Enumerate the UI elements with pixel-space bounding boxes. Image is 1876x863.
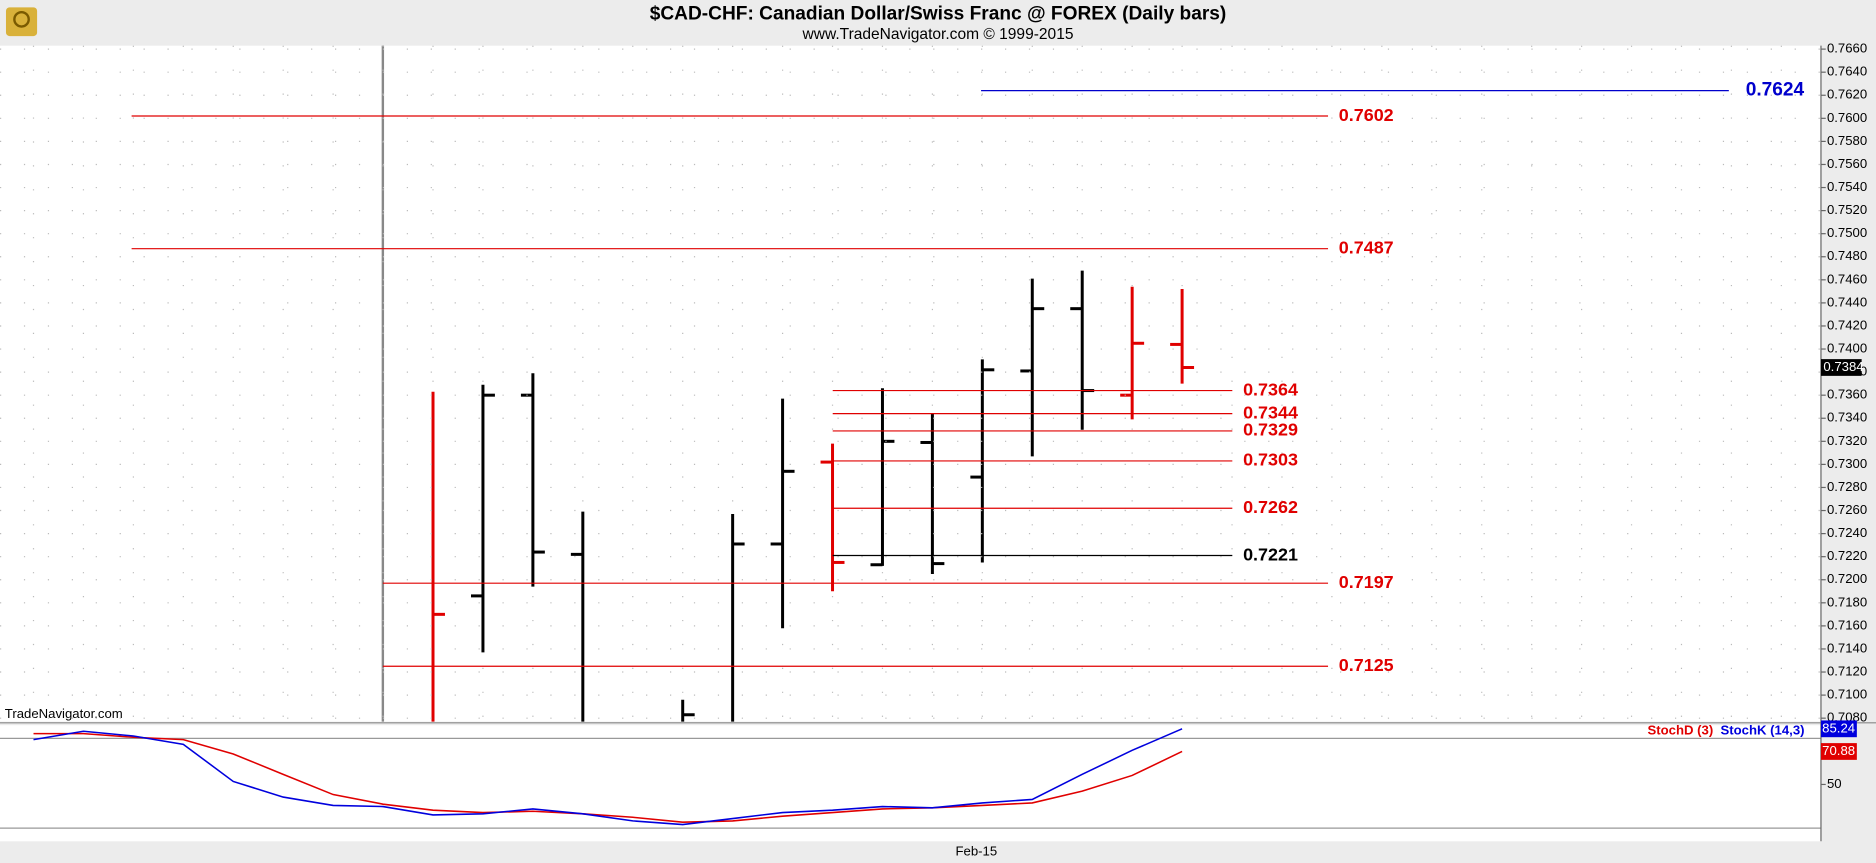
level-label: 0.7602	[1339, 105, 1394, 125]
y-tick-label: 0.7120	[1827, 663, 1867, 678]
y-tick-label: 0.7240	[1827, 525, 1867, 540]
logo	[5, 7, 38, 37]
last-price-box	[1820, 359, 1862, 376]
y-tick-label: 0.7220	[1827, 548, 1867, 563]
level-label: 0.7329	[1243, 420, 1298, 440]
level-label: 0.7624	[1746, 80, 1805, 101]
y-tick-label: 0.7260	[1827, 502, 1867, 517]
y-tick-label: 0.7320	[1827, 433, 1867, 448]
y-tick-label: 0.7520	[1827, 202, 1867, 217]
y-tick-label: 0.7360	[1827, 387, 1867, 402]
level-label: 0.7221	[1243, 544, 1298, 564]
value-label: 85.24	[1822, 720, 1855, 735]
level-label: 0.7344	[1243, 402, 1298, 422]
y-tick-label: 0.7180	[1827, 594, 1867, 609]
value-label: 70.88	[1822, 743, 1855, 758]
level-label: 0.7262	[1243, 497, 1298, 517]
last-price-label: 0.7384	[1823, 359, 1863, 374]
stoch-panel	[0, 725, 1821, 842]
price-plot	[32, 45, 1782, 722]
stoch-line	[33, 728, 1183, 826]
stoch-line	[33, 732, 1183, 823]
value-box	[1820, 743, 1857, 760]
watermark: TradeNavigator.com	[5, 706, 123, 721]
y-tick-label: 0.7140	[1827, 640, 1867, 655]
y-tick-label: 0.7640	[1827, 64, 1867, 79]
y-tick-label: 0.7560	[1827, 156, 1867, 171]
y-tick-label: 0.7600	[1827, 110, 1867, 125]
y-tick-label: 0.7660	[1827, 41, 1867, 56]
y-tick-label: 0.7340	[1827, 410, 1867, 425]
level-label: 0.7487	[1339, 237, 1394, 257]
y-tick-label: 0.7500	[1827, 225, 1867, 240]
y-tick-label: 0.7440	[1827, 294, 1867, 309]
value-box	[1820, 720, 1857, 738]
price-panel	[0, 45, 1821, 722]
y-tick-label: 0.7160	[1827, 617, 1867, 632]
level-label: 0.7125	[1339, 655, 1394, 675]
chart-subtitle: www.TradeNavigator.com © 1999-2015	[802, 26, 1074, 43]
y-tick-label: 0.7580	[1827, 133, 1867, 148]
y-tick-label: 0.7460	[1827, 271, 1867, 286]
y-tick-label: 0.7620	[1827, 87, 1867, 102]
y-tick-label: 0.7100	[1827, 687, 1867, 702]
level-label: 0.7197	[1339, 572, 1394, 592]
y-tick-label: 0.7420	[1827, 317, 1867, 332]
y-tick-label: 50	[1827, 776, 1842, 791]
level-label: 0.7303	[1243, 450, 1298, 470]
legend-label: StochK (14,3)	[1720, 723, 1804, 738]
y-tick-label: 0.7400	[1827, 341, 1867, 356]
y-tick-label: 0.7200	[1827, 571, 1867, 586]
level-label: 0.7364	[1243, 379, 1298, 399]
y-tick-label: 0.7540	[1827, 179, 1867, 194]
chart-title: $CAD-CHF: Canadian Dollar/Swiss Franc @ …	[650, 4, 1227, 25]
legend-label: StochD (3)	[1647, 723, 1713, 738]
y-tick-label: 0.7480	[1827, 248, 1867, 263]
y-tick-label: 0.7280	[1827, 479, 1867, 494]
x-tick-label: Feb-15	[956, 844, 998, 859]
y-tick-label: 0.7300	[1827, 456, 1867, 471]
